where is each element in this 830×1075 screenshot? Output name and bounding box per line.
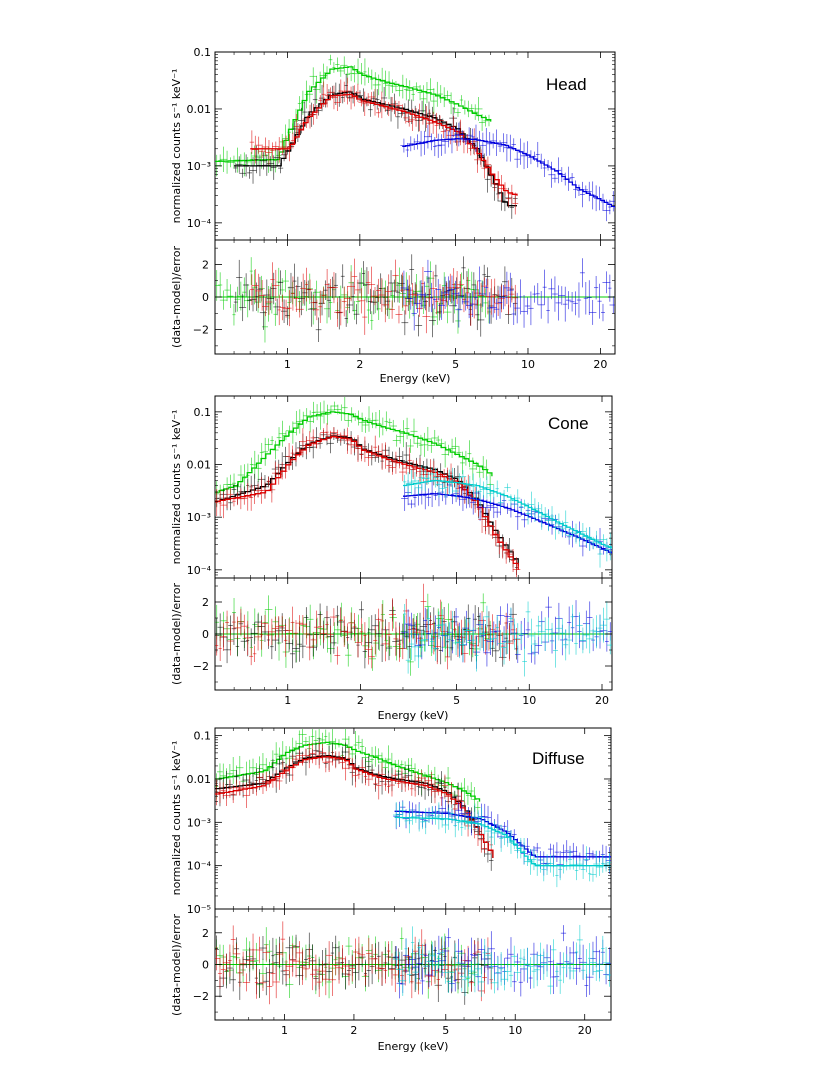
cone-residuals-red xyxy=(215,583,521,670)
diffuse-residuals-cyan xyxy=(392,924,611,997)
head-title: Head xyxy=(546,75,587,94)
head-x-tick-label: 10 xyxy=(521,358,535,371)
head-x-tick-label: 2 xyxy=(356,358,363,371)
head-points-green xyxy=(215,54,491,177)
diffuse-x-tick-label: 20 xyxy=(578,1024,592,1037)
head-ylabel: normalized counts s⁻¹ keV⁻¹ xyxy=(170,69,183,224)
diffuse-model-cyan xyxy=(394,816,611,867)
cone-x-tick-label: 5 xyxy=(453,694,460,707)
cone-points-red xyxy=(215,423,521,577)
cone-ticks: 1 2 5 10 20 10⁻⁴ 10⁻³ 0.01 0.1 −2 0 2 xyxy=(187,396,612,707)
cone-spectrum-marks xyxy=(215,397,612,577)
head-residual-y-tick-label: −2 xyxy=(193,324,209,337)
head-xlabel: Energy (keV) xyxy=(380,372,451,385)
diffuse-residuals-red xyxy=(215,921,493,1005)
head-residual-y-tick-label: 2 xyxy=(202,258,209,271)
cone-data-marks xyxy=(215,397,612,677)
diffuse-y-tick-label: 0.01 xyxy=(187,773,212,786)
diffuse-x-tick-label: 5 xyxy=(442,1024,449,1037)
head-y-tick-label: 10⁻³ xyxy=(187,160,211,173)
cone-residual-ylabel: (data-model)/error xyxy=(170,583,183,685)
head-residual-marks xyxy=(215,254,615,343)
diffuse-residual-ylabel: (data-model)/error xyxy=(170,914,183,1016)
cone-y-tick-label: 0.1 xyxy=(194,406,212,419)
diffuse-points-green xyxy=(215,729,481,815)
head-points-blue xyxy=(400,122,615,222)
cone-model-red xyxy=(215,436,519,570)
cone-ylabel: normalized counts s⁻¹ keV⁻¹ xyxy=(170,410,183,565)
head-spectrum-marks xyxy=(215,54,615,222)
cone-x-tick-label: 1 xyxy=(284,694,291,707)
head-x-tick-label: 5 xyxy=(452,358,459,371)
diffuse-model-green xyxy=(215,741,481,802)
diffuse-ylabel: normalized counts s⁻¹ keV⁻¹ xyxy=(170,741,183,896)
cone-title: Cone xyxy=(548,414,589,433)
diffuse-residual-y-tick-label: −2 xyxy=(193,990,209,1003)
head-residual-y-tick-label: 0 xyxy=(202,291,209,304)
head-x-tick-label: 20 xyxy=(593,358,607,371)
cone-y-tick-label: 10⁻⁴ xyxy=(187,564,212,577)
diffuse-spectrum-marks xyxy=(215,729,611,888)
head-model-blue xyxy=(402,138,615,209)
cone-model-cyan xyxy=(403,479,612,549)
head-ticks: 1 2 5 10 20 10⁻⁴ 10⁻³ 0.01 0.1 −2 0 2 xyxy=(187,46,615,371)
diffuse-residuals-green xyxy=(215,927,481,999)
head-residuals-blue xyxy=(400,258,615,331)
cone-residual-y-tick-label: 0 xyxy=(202,628,209,641)
diffuse-model-red xyxy=(215,756,494,858)
diffuse-y-tick-label: 10⁻⁵ xyxy=(187,903,211,916)
diffuse-y-tick-label: 10⁻⁴ xyxy=(187,860,212,873)
cone-xlabel: Energy (keV) xyxy=(378,709,449,722)
cone-residuals-green xyxy=(215,593,494,676)
diffuse-x-tick-label: 2 xyxy=(350,1024,357,1037)
diffuse-residual-marks xyxy=(215,921,611,1005)
panel-head: 1 2 5 10 20 10⁻⁴ 10⁻³ 0.01 0.1 −2 0 2 Head normaliz… xyxy=(170,46,616,385)
cone-y-tick-label: 0.01 xyxy=(187,459,212,472)
cone-residual-marks xyxy=(215,583,612,677)
diffuse-y-tick-label: 0.1 xyxy=(194,730,212,743)
diffuse-xlabel: Energy (keV) xyxy=(378,1040,449,1053)
head-model-black xyxy=(234,91,517,207)
head-y-tick-label: 10⁻⁴ xyxy=(187,217,212,230)
head-residuals-red xyxy=(249,258,519,335)
head-points-red xyxy=(249,77,519,215)
cone-x-tick-label: 20 xyxy=(595,694,609,707)
head-y-tick-label: 0.1 xyxy=(194,46,212,59)
cone-points-cyan xyxy=(402,465,612,568)
diffuse-y-tick-label: 10⁻³ xyxy=(187,816,211,829)
cone-x-tick-label: 2 xyxy=(357,694,364,707)
head-x-tick-label: 1 xyxy=(284,358,291,371)
cone-residuals-cyan xyxy=(402,601,612,677)
cone-model-green xyxy=(215,411,493,493)
cone-residuals-blue xyxy=(401,596,612,669)
diffuse-points-cyan xyxy=(392,801,611,888)
head-data-marks xyxy=(215,54,615,343)
head-points-black xyxy=(233,73,518,219)
cone-y-tick-label: 10⁻³ xyxy=(187,511,211,524)
cone-residual-y-tick-label: 2 xyxy=(202,596,209,609)
panel-cone: 1 2 5 10 20 10⁻⁴ 10⁻³ 0.01 0.1 −2 0 2 Cone normaliz… xyxy=(170,395,613,722)
diffuse-ticks: 1 2 5 10 20 10⁻⁵ 10⁻⁴ 10⁻³ 0.01 0.1 −2 0 2 xyxy=(187,728,611,1037)
head-residual-ylabel: (data-model)/error xyxy=(170,246,183,348)
diffuse-residual-y-tick-label: 0 xyxy=(202,959,209,972)
diffuse-x-tick-label: 1 xyxy=(281,1024,288,1037)
diffuse-residual-y-tick-label: 2 xyxy=(202,927,209,940)
cone-x-tick-label: 10 xyxy=(522,694,536,707)
diffuse-x-tick-label: 10 xyxy=(508,1024,522,1037)
cone-residual-y-tick-label: −2 xyxy=(193,660,209,673)
head-y-tick-label: 0.01 xyxy=(187,103,212,116)
diffuse-data-marks xyxy=(215,729,611,1005)
diffuse-title: Diffuse xyxy=(532,749,585,768)
panel-diffuse: 1 2 5 10 20 10⁻⁵ 10⁻⁴ 10⁻³ 0.01 0.1 −2 0 2 Diffuse n… xyxy=(170,727,612,1053)
